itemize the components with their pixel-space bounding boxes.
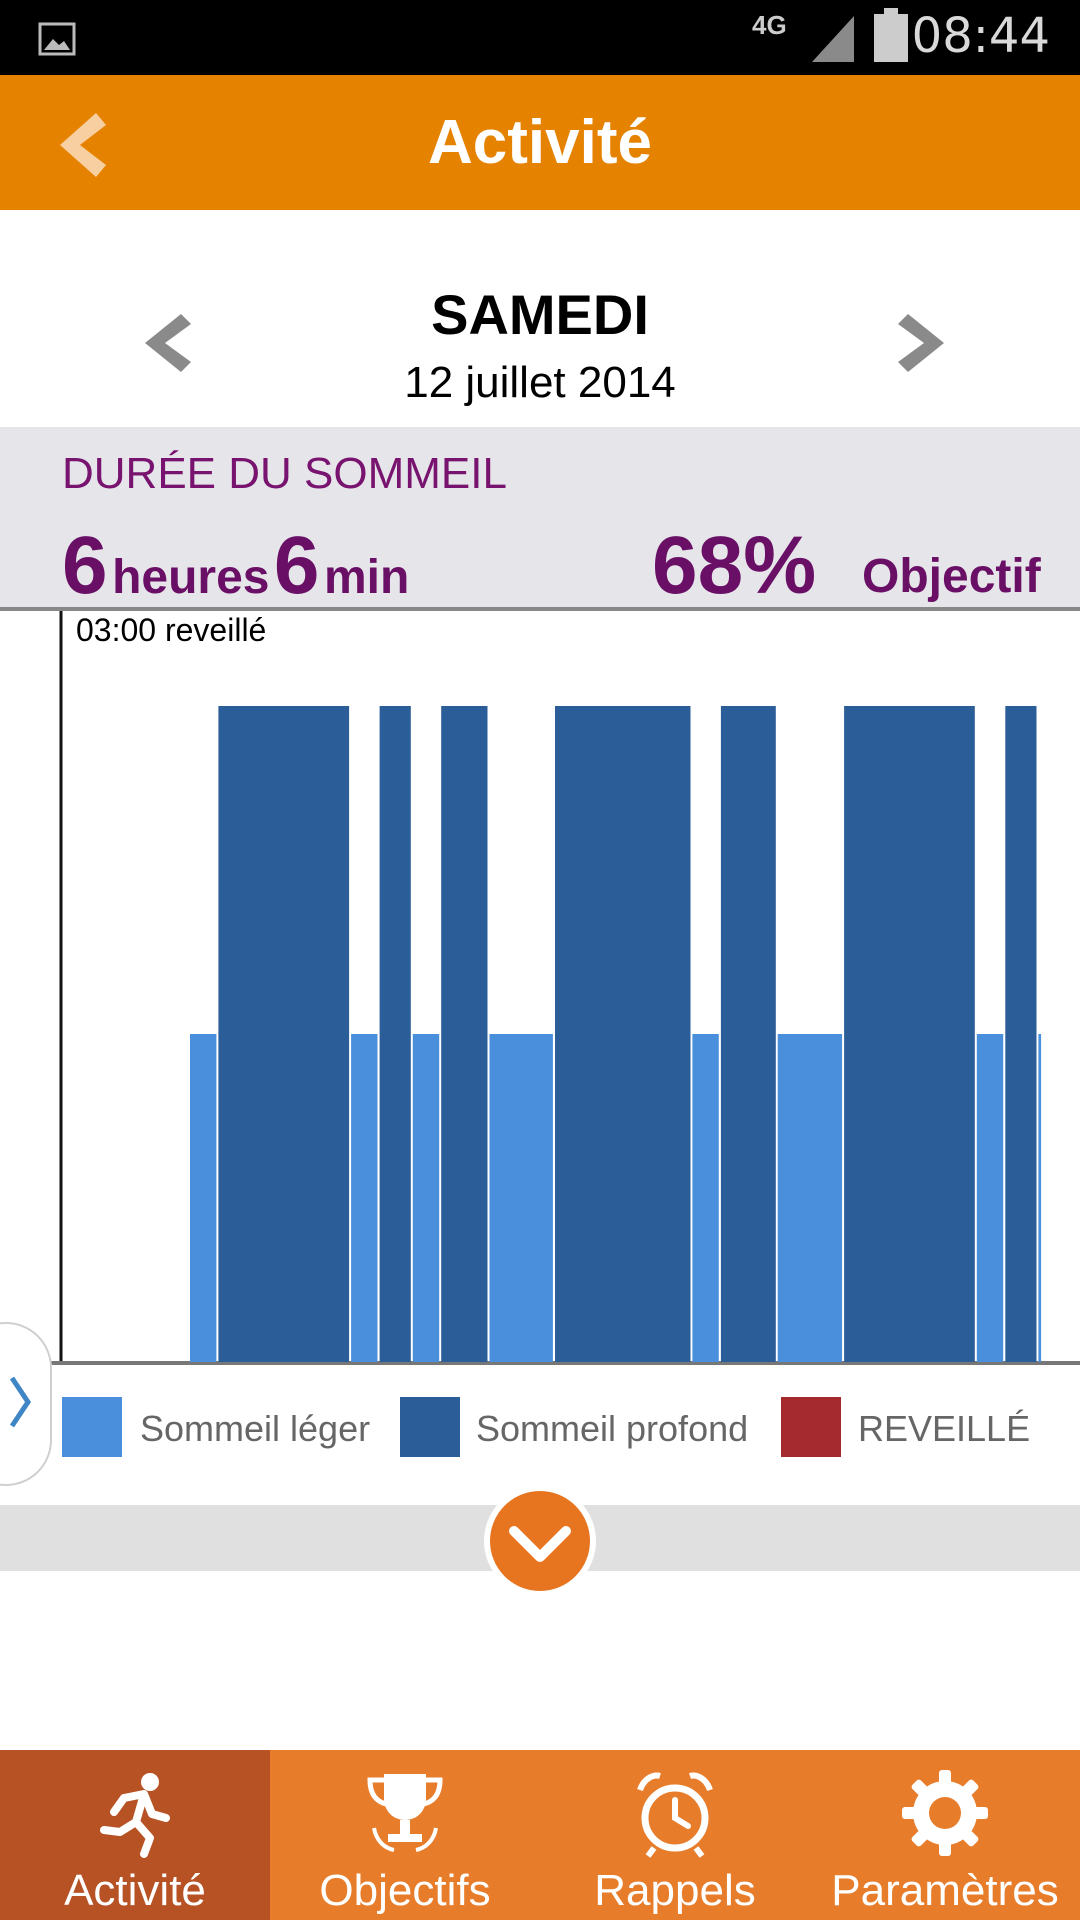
sleep-duration: 6 heures 6 min: [62, 519, 409, 613]
sleep-bar-light: [976, 1034, 1004, 1362]
sleep-summary: DURÉE DU SOMMEIL 6 heures 6 min 68% Obje…: [0, 427, 1080, 611]
status-bar: 4G 08:44: [0, 0, 1080, 75]
tab-rappels[interactable]: Rappels: [540, 1750, 810, 1920]
day-name: SAMEDI: [431, 283, 649, 346]
page-title: Activité: [428, 108, 652, 177]
sleep-bars: [190, 706, 1042, 1362]
back-button[interactable]: [40, 105, 120, 185]
chart-annotation: 03:00 reveillé: [76, 612, 266, 648]
sleep-bar-deep: [379, 706, 411, 1362]
sleep-bar-deep: [844, 706, 975, 1362]
goal-label: Objectif: [862, 550, 1041, 603]
sleep-bar-light: [489, 1034, 553, 1362]
tab-activite[interactable]: Activité: [0, 1750, 270, 1920]
hours-label: heures: [112, 551, 270, 604]
sleep-bar-light: [412, 1034, 440, 1362]
legend-label-awake: REVEILLÉ: [858, 1408, 1031, 1449]
sleep-bar-deep: [441, 706, 488, 1362]
tab-label: Activité: [64, 1866, 206, 1915]
prev-day-button[interactable]: [137, 308, 197, 378]
hours-value: 6: [62, 520, 108, 611]
battery-icon: [874, 8, 908, 62]
legend-label-deep: Sommeil profond: [476, 1408, 749, 1449]
trophy-icon: [367, 1774, 443, 1852]
sleep-chart-svg: 03:00 reveillé: [38, 611, 1080, 1365]
minutes-label: min: [323, 551, 410, 604]
chart-legend: Sommeil léger Sommeil profond REVEILLÉ: [0, 1370, 1080, 1490]
sleep-bar-light: [1038, 1034, 1042, 1362]
sleep-bar-deep: [1005, 706, 1037, 1362]
sleep-bar-deep: [555, 706, 691, 1362]
signal-icon: [812, 16, 854, 62]
goal-percent: 68%: [652, 520, 817, 611]
chevron-down-icon: [509, 1526, 571, 1562]
tab-label: Rappels: [594, 1866, 756, 1915]
sleep-chart[interactable]: 03:00 reveillé: [0, 611, 1080, 1365]
sleep-bar-light: [190, 1034, 217, 1362]
tab-label: Paramètres: [831, 1866, 1059, 1915]
image-icon: [38, 22, 76, 56]
network-type: 4G: [752, 10, 787, 40]
legend-swatch-deep: [400, 1397, 460, 1457]
bottom-tab-bar: Activité Objectifs Rappels: [0, 1750, 1080, 1920]
legend-label-light: Sommeil léger: [140, 1408, 371, 1449]
chevron-right-icon[interactable]: [8, 1374, 32, 1430]
tab-label: Objectifs: [319, 1866, 491, 1915]
alarm-clock-icon: [637, 1772, 713, 1858]
summary-title: DURÉE DU SOMMEIL: [62, 449, 507, 498]
sleep-bar-light: [692, 1034, 719, 1362]
app-header: Activité: [0, 75, 1080, 210]
sleep-bar-light: [777, 1034, 843, 1362]
date-navigator: SAMEDI 12 juillet 2014: [0, 210, 1080, 427]
sleep-bar-deep: [218, 706, 350, 1362]
chevron-left-icon: [145, 314, 191, 372]
status-time: 08:44: [911, 8, 1050, 64]
tab-parametres[interactable]: Paramètres: [810, 1750, 1080, 1920]
gear-icon: [902, 1770, 988, 1856]
sleep-bar-light: [351, 1034, 378, 1362]
expand-details-button[interactable]: [484, 1485, 596, 1597]
minutes-value: 6: [273, 520, 320, 611]
next-day-button[interactable]: [892, 308, 952, 378]
legend-swatch-light: [62, 1397, 122, 1457]
sleep-bar-deep: [720, 706, 776, 1362]
chevron-left-icon: [60, 113, 106, 177]
legend-swatch-awake: [781, 1397, 841, 1457]
date-text: 12 juillet 2014: [404, 358, 676, 407]
tab-objectifs[interactable]: Objectifs: [270, 1750, 540, 1920]
chevron-right-icon: [898, 314, 944, 372]
runner-icon: [100, 1773, 170, 1858]
